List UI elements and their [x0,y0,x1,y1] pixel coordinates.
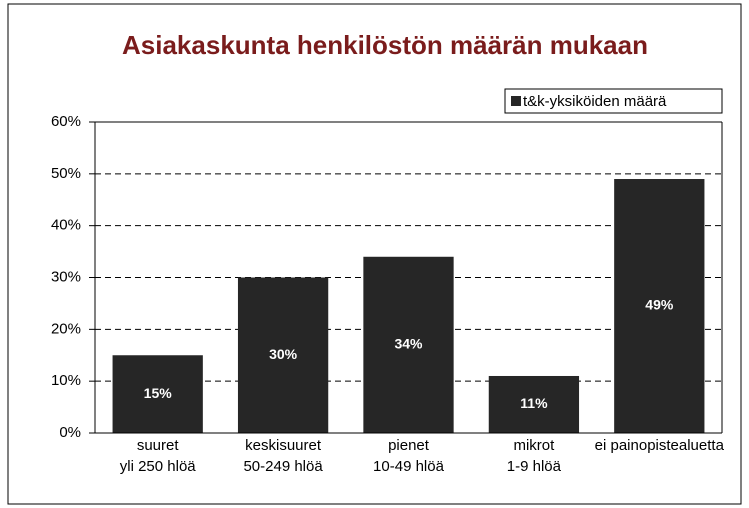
bar [237,277,329,433]
y-tick-label: 30% [51,268,81,285]
value-label: 30% [269,346,298,362]
y-tick-label: 0% [59,424,81,441]
x-tick-label: ei painopistealuetta [595,437,725,454]
y-tick-label: 10% [51,372,81,389]
y-tick-label: 60% [51,113,81,130]
value-label: 34% [394,336,423,352]
bar [363,256,454,433]
bar [614,179,705,433]
legend-box [504,88,723,114]
bar [488,375,580,433]
chart-title: Asiakaskunta henkilöstön määrän mukaan [122,30,648,60]
y-tick-label: 40% [51,217,81,234]
x-tick-label: pienet [388,437,430,454]
y-tick-label: 20% [51,320,81,337]
value-label: 11% [520,395,548,411]
x-tick-label: mikrot [513,437,555,454]
legend-swatch [511,96,521,106]
y-tick-label: 50% [51,165,81,182]
x-tick-label: keskisuuret [245,437,322,454]
value-label: 15% [144,385,173,401]
value-label: 49% [645,297,674,313]
x-tick-label: suuret [137,437,180,454]
legend-label: t&k-yksiköiden määrä [523,93,667,110]
x-tick-label: 10-49 hlöä [373,458,445,475]
x-tick-label: 1-9 hlöä [507,458,562,475]
bar [112,355,203,433]
x-tick-label: yli 250 hlöä [120,458,197,475]
x-tick-label: 50-249 hlöä [243,458,323,475]
